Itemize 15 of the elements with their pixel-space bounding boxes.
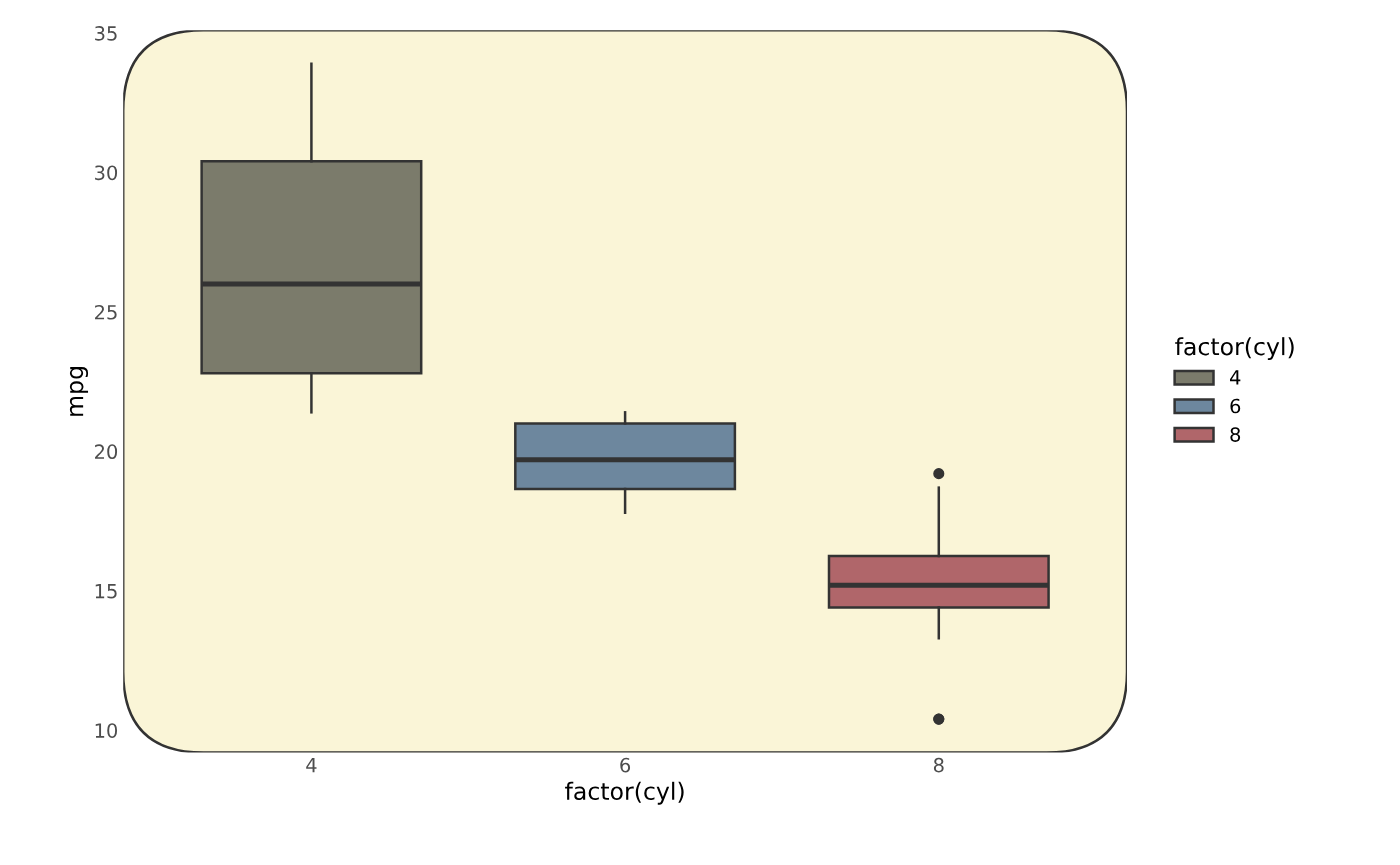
y-tick-label: 10 [95, 723, 118, 738]
legend-label: 8 [1230, 427, 1241, 442]
legend-label: 4 [1230, 370, 1241, 385]
x-tick-label: 4 [306, 758, 317, 773]
x-tick-label: 8 [933, 757, 944, 773]
y-tick-label: 25 [95, 304, 117, 320]
x-axis-title: factor(cyl) [565, 781, 684, 805]
legend-label: 6 [1230, 398, 1241, 414]
y-tick-label: 30 [95, 165, 118, 181]
y-tick-label: 35 [95, 26, 117, 41]
legend-title: factor(cyl) [1175, 337, 1294, 361]
y-tick-label: 20 [95, 444, 118, 460]
y-axis-title: mpg [69, 367, 89, 416]
x-tick-label: 6 [620, 757, 631, 773]
y-tick-label: 15 [95, 584, 117, 599]
